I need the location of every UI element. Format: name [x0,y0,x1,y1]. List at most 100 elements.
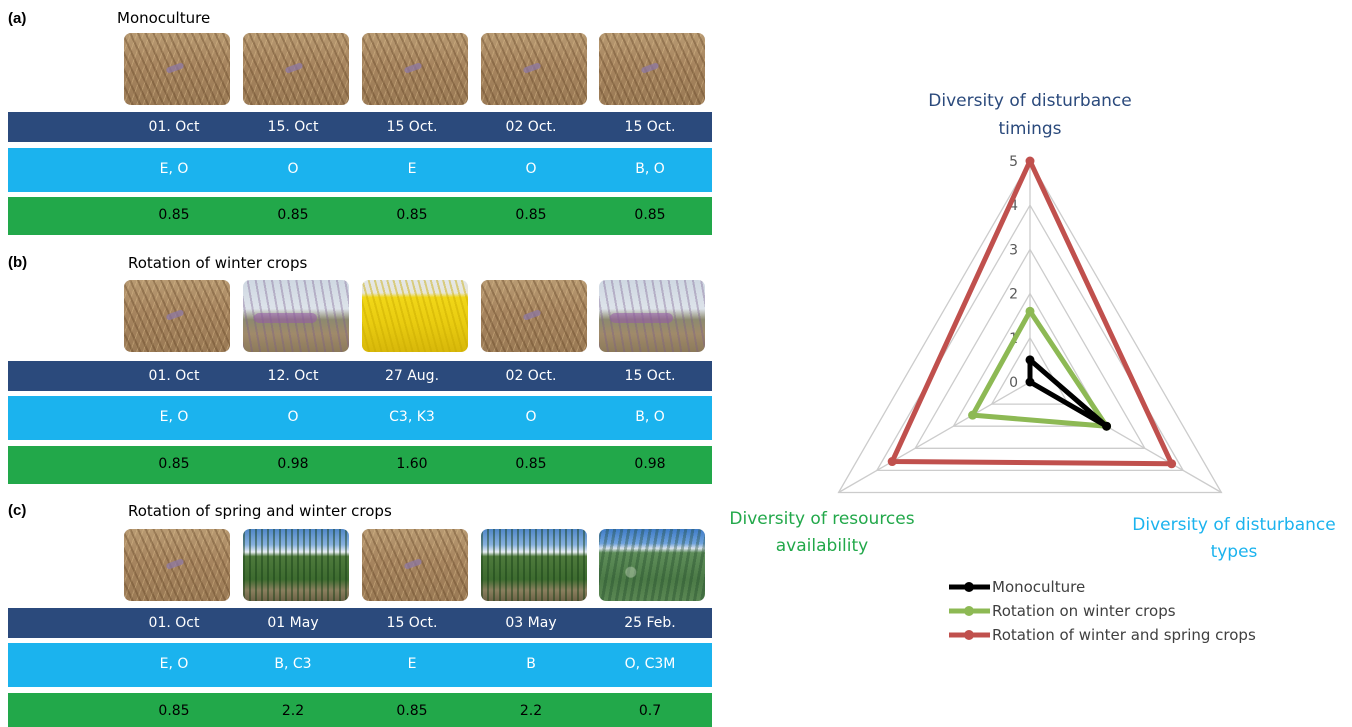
resource-value-cell: 2.2 [519,703,543,719]
legend-marker [964,606,974,616]
date-cell: 01. Oct [148,368,200,384]
panel-title: Rotation of winter crops [128,254,308,272]
resource-value-cell: 0.98 [634,456,666,472]
resources-band: 0.85 0.85 0.85 0.85 0.85 [8,197,712,235]
disturbance-type-cell: O [287,409,299,425]
series-point [887,457,897,467]
axis-label-resources-line2: availability [776,536,868,556]
disturbance-type-cell: E, O [159,656,189,672]
resource-value-cell: 0.85 [396,207,428,223]
panel-rotation-winter-crops: (b) Rotation of winter crops 01. Oct 12. … [0,0,712,485]
disturbance-type-cell: O [525,161,537,177]
axis-label-resources-line1: Diversity of resources [729,509,914,529]
disturbance-types-band: E, O B, C3 E B O, C3M [8,643,712,687]
maize-photo [243,529,349,601]
series-point [1167,459,1177,469]
soy-photo [599,529,705,601]
disturbance-type-cell: C3, K3 [389,409,435,425]
disturbance-type-cell: B, O [635,161,665,177]
dates-band: 01. Oct 12. Oct 27 Aug. 02 Oct. 15 Oct. [8,361,712,391]
disturbance-type-cell: O, C3M [624,656,676,672]
date-cell: 27 Aug. [384,368,440,384]
date-cell: 03 May [505,615,557,631]
resource-value-cell: 0.85 [158,456,190,472]
series-point [1025,355,1035,365]
disturbance-types-band: E, O O C3, K3 O B, O [8,396,712,440]
panel-title: Rotation of spring and winter crops [128,502,392,520]
photo-strip [0,33,712,107]
resource-value-cell: 1.60 [396,456,428,472]
disturbance-type-cell: B, C3 [274,656,312,672]
radar-grid [837,159,1223,494]
date-cell: 02 Oct. [505,368,557,384]
series-point [1102,421,1112,431]
series-point [1025,156,1035,166]
wheat-photo [362,33,468,105]
date-cell: 25 Feb. [624,615,676,631]
grid-ring [875,203,1185,472]
panel-rotation-spring-winter-crops: (c) Rotation of spring and winter crops … [0,0,712,727]
date-cell: 01 May [267,615,319,631]
resource-value-cell: 0.85 [515,456,547,472]
disturbance-type-cell: O [287,161,299,177]
date-cell: 12. Oct [267,368,319,384]
date-cell: 15 Oct. [386,119,438,135]
date-cell: 15 Oct. [624,368,676,384]
resource-value-cell: 0.85 [515,207,547,223]
wheat-photo [481,33,587,105]
radar-series [887,156,1177,469]
legend-marker [964,582,974,592]
axis-label-types-line1: Diversity of disturbance [1132,515,1335,535]
tick-label: 5 [1009,154,1018,170]
disturbance-type-cell: E [407,161,417,177]
panel-label: (a) [8,10,27,27]
series-point [1025,306,1035,316]
resource-value-cell: 0.85 [158,207,190,223]
wheat-photo [124,280,230,352]
wheat-photo [481,280,587,352]
resource-value-cell: 0.7 [638,703,662,719]
series-point [968,410,978,420]
wheat-photo [243,33,349,105]
wheat-photo [124,33,230,105]
date-cell: 01. Oct [148,119,200,135]
panel-title: Monoculture [117,9,211,27]
date-cell: 15. Oct [267,119,319,135]
photo-strip [0,280,712,354]
weeds-photo [599,280,705,352]
resources-band: 0.85 2.2 0.85 2.2 0.7 [8,693,712,727]
wheat-photo [362,529,468,601]
axis-label-timings-line2: timings [998,119,1061,139]
panel-monoculture: (a) Monoculture 01. Oct 15. Oct 15 Oct. 02 … [0,0,712,240]
date-cell: 15 Oct. [386,615,438,631]
wheat-photo [124,529,230,601]
dates-band: 01. Oct 01 May 15 Oct. 03 May 25 Feb. [8,608,712,638]
tick-label: 2 [1009,287,1018,303]
legend-marker [964,630,974,640]
photo-strip [0,529,712,603]
tick-label: 3 [1009,242,1018,258]
resource-value-cell: 0.98 [277,456,309,472]
date-cell: 02 Oct. [505,119,557,135]
legend-label: Rotation on winter crops [992,602,1176,620]
panel-label: (c) [8,502,27,519]
resource-value-cell: 0.85 [634,207,666,223]
series-line [970,308,1110,429]
wheat-photo [599,33,705,105]
disturbance-type-cell: E, O [159,161,189,177]
grid-ring [990,336,1070,405]
tick-label: 0 [1009,375,1018,391]
resource-value-cell: 0.85 [158,703,190,719]
axis-label-types-line2: types [1211,542,1258,562]
disturbance-type-cell: O [525,409,537,425]
disturbance-type-cell: E [407,656,417,672]
disturbance-type-cell: E, O [159,409,189,425]
radar-legend: Monoculture Rotation on winter crops Rotat… [949,578,1256,644]
disturbance-type-cell: B [526,656,536,672]
date-cell: 01. Oct [148,615,200,631]
rapeseed-photo [362,280,468,352]
maize-photo [481,529,587,601]
series-line [889,158,1175,467]
grid-spoke [838,381,1031,494]
resource-value-cell: 0.85 [277,207,309,223]
